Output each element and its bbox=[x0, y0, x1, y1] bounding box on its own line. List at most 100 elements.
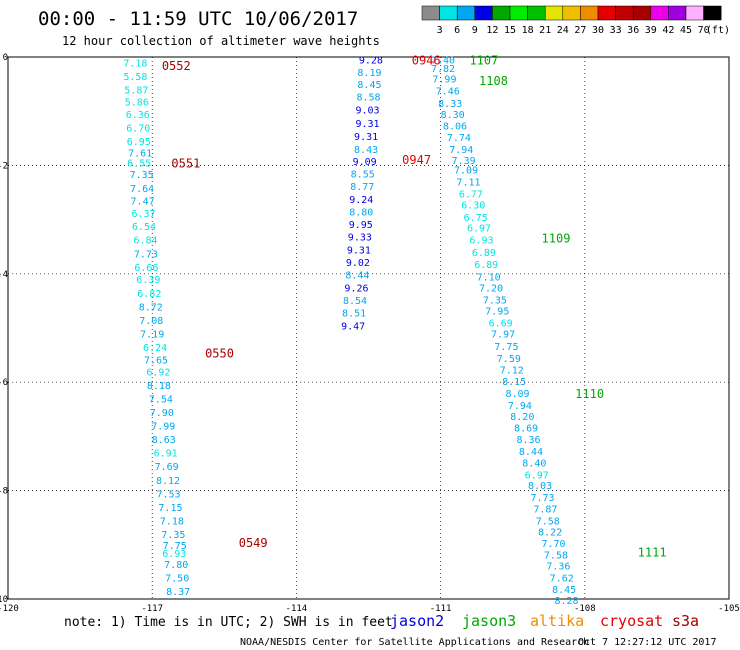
data-points: 7.185.585.875.866.366.706.957.616.557.35… bbox=[123, 56, 578, 607]
wave-height-value: 8.20 bbox=[510, 412, 534, 423]
wave-height-value: 7.62 bbox=[550, 573, 574, 584]
wave-height-value: 7.65 bbox=[144, 355, 168, 366]
track-time-label: 0947 bbox=[402, 153, 431, 167]
track-time-label: 1108 bbox=[479, 74, 508, 88]
y-tick-label: -6 bbox=[0, 378, 8, 388]
wave-height-value: 8.72 bbox=[139, 302, 163, 313]
wave-height-value: 6.77 bbox=[459, 190, 483, 201]
colorbar-label: 21 bbox=[539, 25, 551, 36]
wave-height-value: 9.26 bbox=[344, 283, 368, 294]
wave-height-value: 6.54 bbox=[132, 222, 156, 233]
colorbar-label: 36 bbox=[627, 25, 639, 36]
wave-height-value: 7.87 bbox=[533, 504, 557, 515]
wave-height-value: 5.86 bbox=[125, 97, 149, 108]
x-tick-label: -120 bbox=[0, 604, 19, 614]
wave-height-value: 7.19 bbox=[140, 329, 164, 340]
wave-height-value: 8.63 bbox=[152, 435, 176, 446]
wave-height-value: 8.30 bbox=[441, 110, 465, 121]
colorbar-swatch bbox=[580, 5, 599, 21]
wave-height-value: 7.53 bbox=[156, 489, 180, 500]
wave-height-value: 6.66 bbox=[134, 263, 158, 274]
wave-height-value: 6.70 bbox=[126, 123, 150, 134]
colorbar-label: 45 bbox=[680, 25, 692, 36]
wave-height-value: 6.30 bbox=[461, 200, 485, 211]
wave-height-value: 8.44 bbox=[345, 270, 369, 281]
colorbar-label: 33 bbox=[610, 25, 622, 36]
wave-height-value: 7.82 bbox=[431, 64, 455, 75]
y-tick-label: -10 bbox=[0, 595, 8, 605]
wave-height-value: 9.47 bbox=[341, 321, 365, 332]
track-time-label: 0549 bbox=[239, 536, 268, 550]
wave-height-value: 7.58 bbox=[536, 516, 560, 527]
colorbar-label: 3 bbox=[437, 25, 443, 36]
wave-height-value: 7.97 bbox=[491, 329, 515, 340]
wave-height-value: 7.20 bbox=[479, 283, 503, 294]
wave-height-value: 7.94 bbox=[508, 401, 532, 412]
wave-height-value: 7.18 bbox=[160, 516, 184, 527]
wave-height-value: 6.91 bbox=[154, 449, 178, 460]
wave-height-value: 9.31 bbox=[354, 132, 378, 143]
wave-height-value: 7.59 bbox=[497, 354, 521, 365]
colorbar-label: 30 bbox=[592, 25, 604, 36]
wave-height-value: 9.95 bbox=[349, 220, 373, 231]
wave-height-value: 6.84 bbox=[133, 236, 157, 247]
colorbar-label: 39 bbox=[645, 25, 657, 36]
wave-height-value: 6.93 bbox=[469, 236, 493, 247]
wave-height-value: 7.12 bbox=[500, 366, 524, 377]
colorbar-label: 6 bbox=[454, 25, 460, 36]
wave-height-value: 7.61 bbox=[128, 148, 152, 159]
wave-height-value: 7.58 bbox=[544, 551, 568, 562]
colorbar-swatch bbox=[597, 5, 616, 21]
grid-lines bbox=[7, 56, 730, 600]
wave-height-value: 6.36 bbox=[126, 110, 150, 121]
colorbar: 3 6 9 12 15 18 21 24 27 30 33 36 39 42 45 70(ft) bbox=[421, 5, 730, 36]
wave-height-value: 6.75 bbox=[464, 213, 488, 224]
track-time-label: 1111 bbox=[638, 545, 667, 559]
x-tick-label: -108 bbox=[574, 604, 596, 614]
colorbar-swatch bbox=[474, 5, 493, 21]
colorbar-swatch bbox=[650, 5, 669, 21]
wave-height-value: 7.73 bbox=[134, 250, 158, 261]
wave-height-value: 7.11 bbox=[456, 178, 480, 189]
wave-height-value: 8.51 bbox=[342, 308, 366, 319]
colorbar-swatch bbox=[562, 5, 581, 21]
wave-height-value: 8.03 bbox=[528, 481, 552, 492]
wave-height-value: 9.33 bbox=[348, 232, 372, 243]
wave-height-value: 8.15 bbox=[502, 377, 526, 388]
colorbar-swatch bbox=[544, 5, 564, 21]
y-tick-label: -8 bbox=[0, 487, 8, 497]
wave-height-value: 9.31 bbox=[347, 245, 371, 256]
wave-height-value: 9.03 bbox=[355, 106, 379, 117]
wave-height-value: 7.90 bbox=[150, 408, 174, 419]
track-time-label: 0946 bbox=[412, 54, 441, 68]
wave-height-value: 7.09 bbox=[454, 166, 478, 177]
colorbar-swatch bbox=[456, 5, 476, 21]
track-time-label: 1110 bbox=[575, 387, 604, 401]
track-time-labels: 0552 0551 0550 0549 0946 0947 1107 1108 1109 1110… bbox=[162, 54, 667, 560]
wave-height-value: 7.99 bbox=[432, 75, 456, 86]
wave-height-value: 6.95 bbox=[127, 137, 151, 148]
chart-subtitle: 12 hour collection of altimeter wave hei… bbox=[62, 34, 380, 48]
wave-height-value: 8.55 bbox=[351, 170, 375, 181]
wave-height-value: 7.80 bbox=[164, 560, 188, 571]
wave-height-value: 7.15 bbox=[158, 503, 182, 514]
wave-height-value: 8.45 bbox=[552, 585, 576, 596]
wave-height-value: 7.69 bbox=[155, 462, 179, 473]
wave-height-value: 6.97 bbox=[467, 224, 491, 235]
colorbar-swatch bbox=[439, 5, 458, 21]
legend-jason2: jason2 bbox=[390, 612, 444, 630]
wave-height-value: 6.93 bbox=[162, 549, 186, 560]
wave-height-value: 9.28 bbox=[359, 56, 383, 67]
wave-height-value: 7.64 bbox=[130, 184, 154, 195]
wave-height-value: 8.28 bbox=[554, 596, 578, 607]
legend-cryosat: cryosat bbox=[600, 612, 663, 630]
colorbar-label: 9 bbox=[472, 25, 478, 36]
wave-height-value: 8.37 bbox=[166, 587, 190, 598]
satellite-legend: jason2 jason3 altika cryosat s3a bbox=[390, 612, 699, 630]
wave-height-value: 7.47 bbox=[131, 197, 155, 208]
colorbar-label: 12 bbox=[486, 25, 498, 36]
wave-height-value: 7.70 bbox=[542, 539, 566, 550]
wave-height-value: 7.74 bbox=[447, 133, 471, 144]
wave-height-value: 8.33 bbox=[438, 99, 462, 110]
